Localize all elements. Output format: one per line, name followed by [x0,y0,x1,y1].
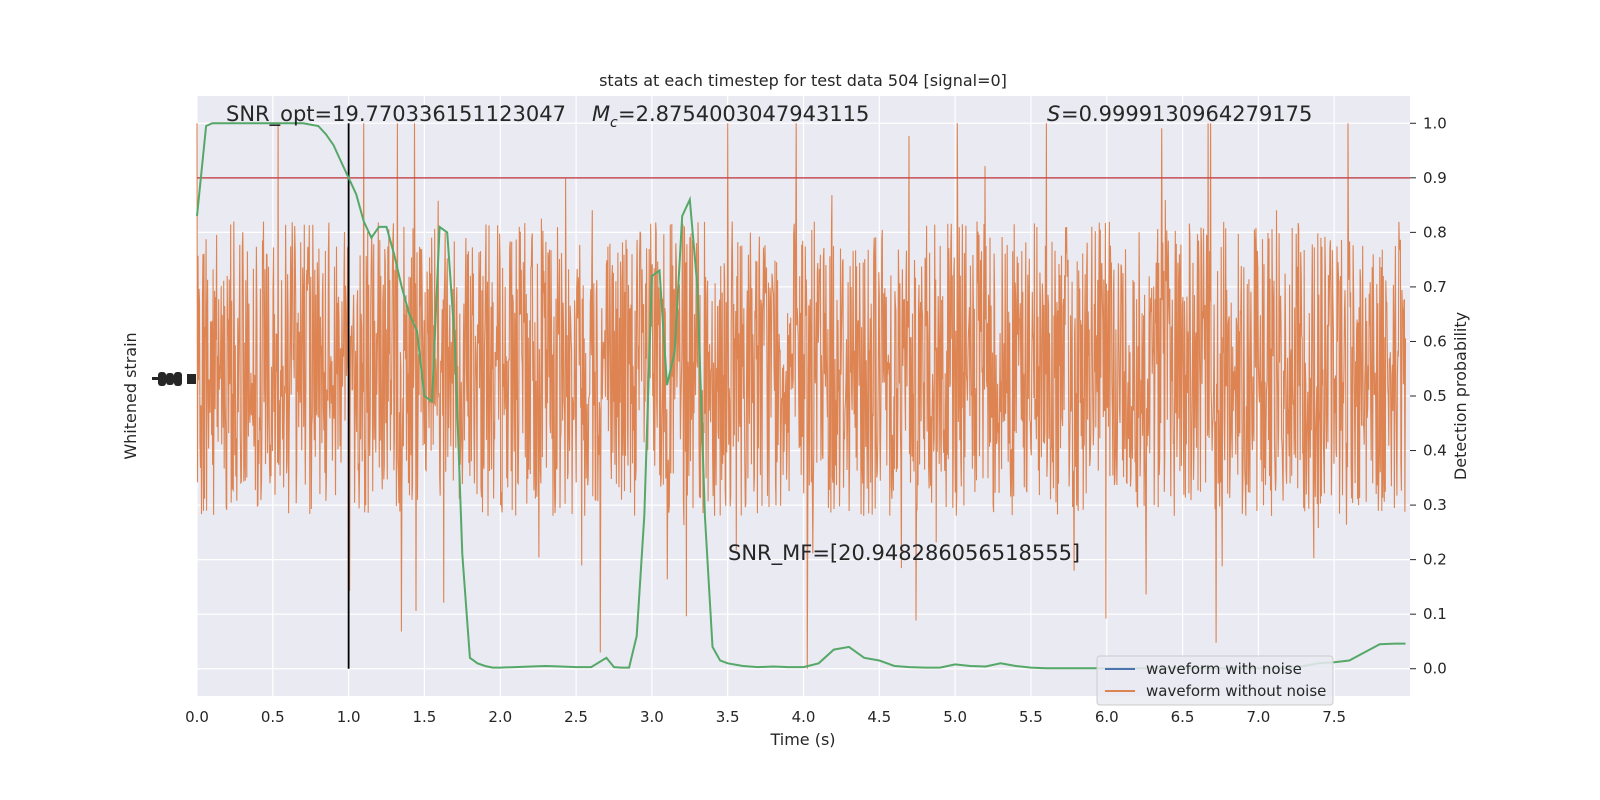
y-tick-label: 0.4 [1423,442,1447,460]
svg-text:M: M [592,102,610,126]
x-tick-label: 4.5 [867,708,891,726]
annotation-s: S =0.9999130964279175 [1047,102,1312,126]
x-tick-label: 6.0 [1095,708,1119,726]
x-tick-label: 1.0 [337,708,361,726]
x-axis-label: Time (s) [769,730,835,749]
x-tick-label: 0.0 [185,708,209,726]
svg-text:c: c [610,115,618,131]
y-tick-label: 1.0 [1423,114,1447,132]
legend-label-noise: waveform with noise [1146,660,1302,678]
y-tick-label: 0.7 [1423,278,1447,296]
annotation-snr-opt: SNR_opt=19.770336151123047 [226,102,566,127]
legend-box [1096,655,1334,706]
x-tick-label: 2.0 [488,708,512,726]
x-tick-label: 6.5 [1171,708,1195,726]
y-tick-label: 0.0 [1423,660,1447,678]
svg-text:S: S [1047,102,1060,126]
x-tick-label: 7.5 [1322,708,1346,726]
left-y-axis-label: Whitened strain [121,332,140,459]
annotation-mc-value: =2.8754003047943115 [618,102,869,126]
annotation-snr-mf: SNR_MF=[20.948286056518555] [728,541,1080,566]
chart-title: stats at each timestep for test data 504… [599,71,1007,90]
x-tick-label: 2.5 [564,708,588,726]
right-y-axis-label: Detection probability [1451,312,1470,480]
x-axis-ticks: 0.0 0.5 1.0 1.5 2.0 2.5 3.0 3.5 4.0 4.5 5.0 5.5 6.0 6… [185,708,1346,726]
y-tick-label: 0.8 [1423,223,1447,241]
y-tick-label: 0.5 [1423,387,1447,405]
legend: waveform with noise waveform without noi… [1096,655,1334,706]
y-tick-label: 0.2 [1423,551,1447,569]
x-tick-label: 5.0 [943,708,967,726]
x-tick-label: 3.0 [640,708,664,726]
y-tick-label: 0.6 [1423,332,1447,350]
whitened-strain-trace [196,123,1407,669]
x-tick-label: 5.5 [1019,708,1043,726]
y-tick-label: 0.3 [1423,496,1447,514]
annotation-mc: M c =2.8754003047943115 [592,102,869,131]
x-tick-label: 7.0 [1246,708,1270,726]
y-tick-label: 0.9 [1423,169,1447,187]
left-axis-overlapping-ticks [152,372,196,386]
x-tick-label: 3.5 [716,708,740,726]
x-tick-label: 1.5 [413,708,437,726]
annotation-s-value: =0.9999130964279175 [1061,102,1312,126]
x-tick-label: 0.5 [261,708,285,726]
y-tick-label: 0.1 [1423,605,1447,623]
strain-path [196,123,1407,669]
right-y-axis-ticks: 0.0 0.1 0.2 0.3 0.4 0.5 0.6 0.7 0.8 0.9 1.0 [1410,114,1447,678]
x-tick-label: 4.0 [792,708,816,726]
legend-label-clean: waveform without noise [1146,682,1326,700]
